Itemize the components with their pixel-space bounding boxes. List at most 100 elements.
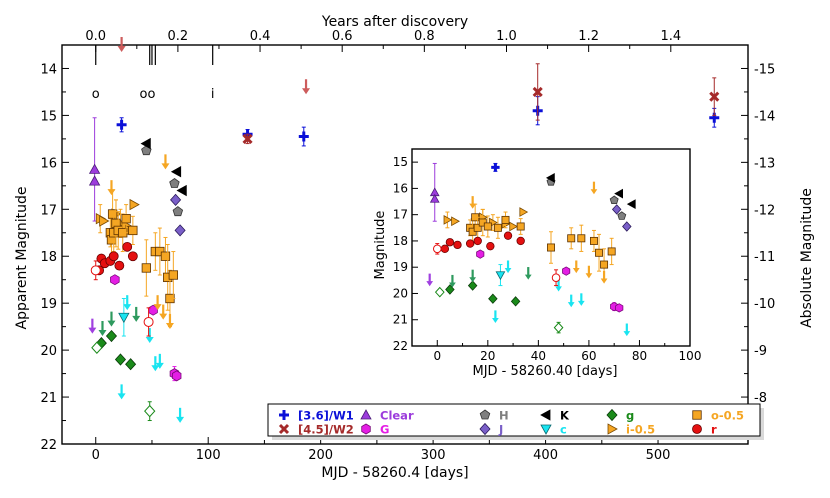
inset-data-points — [426, 162, 636, 337]
x-tick-label: 200 — [308, 448, 333, 463]
tri-left-marker — [170, 166, 182, 178]
circle-marker — [114, 260, 125, 271]
circle-marker — [692, 424, 702, 434]
arrow-marker-head — [153, 304, 162, 311]
series-r — [440, 231, 525, 253]
inset-plot: 0 20 40 60 80 100 15 16 17 18 19 20 21 22 MJD - 58260… — [373, 148, 702, 379]
series-clear-upper-limit — [426, 273, 434, 287]
triangle-marker — [88, 175, 101, 186]
circle-marker — [465, 239, 475, 248]
top-tick-label: 0.2 — [168, 29, 189, 44]
y-tick-label: 19 — [40, 297, 57, 312]
series-g — [445, 280, 521, 307]
top-tick-label: 0.4 — [250, 29, 271, 44]
diamond-marker — [510, 296, 521, 307]
arrow-marker-head — [159, 313, 168, 320]
diamond-open-marker — [434, 286, 445, 298]
plus-marker — [279, 410, 289, 420]
legend-label-4-5-w2: [4.5]/W2 — [298, 423, 354, 437]
right-tick-label: -8 — [754, 391, 767, 406]
arrow-marker-head — [107, 320, 116, 327]
circle-open-marker — [143, 316, 154, 327]
arrow-marker-head — [123, 304, 132, 311]
legend-label-r: r — [711, 423, 717, 437]
square-marker — [501, 215, 510, 224]
arrow-marker-head — [577, 300, 585, 306]
diamond-marker — [105, 329, 118, 343]
arrow-marker-head — [567, 302, 575, 308]
x-tick-label: 500 — [646, 448, 671, 463]
main-plot-frame — [61, 44, 749, 445]
arrow-marker-head — [600, 278, 608, 284]
square-marker — [607, 247, 616, 256]
pentagon-marker — [609, 195, 619, 205]
arrow-marker-head — [572, 268, 580, 274]
arrow-marker-head — [151, 365, 160, 372]
tri-left-marker — [614, 188, 623, 199]
square-marker — [589, 236, 598, 245]
series-o-0-5-upper-limit — [469, 181, 608, 284]
diamond-open-marker — [91, 341, 103, 355]
legend-label-g: g — [626, 409, 634, 423]
plus-marker — [116, 119, 127, 130]
diamond-marker — [622, 221, 632, 232]
square-marker — [168, 270, 178, 280]
x-tick-label: 300 — [421, 448, 446, 463]
square-marker — [493, 223, 502, 232]
square-marker — [516, 222, 525, 231]
pentagon-marker — [479, 409, 491, 420]
legend-label-k: K — [560, 409, 570, 423]
right-tick-label: -15 — [754, 62, 775, 77]
tri-right-marker — [607, 423, 618, 435]
arrow-marker-head — [492, 317, 499, 323]
plus-marker — [298, 131, 309, 142]
right-tick-label: -11 — [754, 250, 775, 265]
diamond-marker — [606, 408, 618, 422]
tri-right-marker — [129, 198, 140, 211]
top-tick-label: 0.6 — [332, 29, 353, 44]
series-clear — [88, 117, 101, 222]
top-tick-label: 1.4 — [660, 29, 681, 44]
series-clear — [429, 162, 440, 222]
legend-label-o-0-5: o-0.5 — [711, 409, 744, 423]
legend-label-clear: Clear — [380, 409, 414, 423]
tri-down-marker — [540, 424, 552, 435]
series-r — [94, 241, 138, 276]
series-g-upper-limit — [98, 306, 141, 336]
top-tick-label: 0.0 — [85, 29, 106, 44]
arrow-marker-head — [117, 46, 126, 52]
arrow-marker-head — [165, 322, 174, 329]
arrow-marker-head — [469, 277, 477, 283]
inset-x-tick-label: 60 — [581, 349, 596, 363]
pentagon-marker — [617, 211, 627, 220]
square-marker — [128, 225, 138, 236]
series-3-6-w1 — [491, 162, 500, 172]
y-tick-label: 14 — [40, 62, 57, 77]
series-o-0-5 — [466, 203, 616, 281]
circle-open-marker — [432, 244, 442, 254]
inset-y-tick-label: 20 — [393, 286, 408, 300]
series-i-0-5 — [443, 207, 529, 232]
y-axis-label: Apparent Magnitude — [14, 187, 30, 330]
epoch-label: i — [211, 87, 215, 102]
arrow-marker-head — [302, 88, 311, 95]
circle-marker — [453, 240, 462, 250]
arrow-marker-head — [117, 393, 126, 400]
x-marker — [278, 423, 290, 435]
series-k — [140, 137, 187, 197]
inset-axis-ticks: 0 20 40 60 80 100 15 16 17 18 19 20 21 22 — [393, 155, 702, 363]
inset-y-tick-label: 17 — [393, 208, 408, 222]
right-tick-label: -9 — [754, 344, 767, 359]
triangle-marker — [360, 409, 372, 420]
series-4-5-w2-upper-limit — [117, 37, 311, 95]
right-tick-label: -12 — [754, 203, 775, 218]
inset-y-tick-label: 16 — [393, 181, 408, 195]
x-tick-label: 400 — [533, 448, 558, 463]
series-4-5-w2 — [242, 63, 720, 145]
circle-marker — [473, 236, 482, 246]
series-o-0-5-upper-limit — [107, 154, 174, 329]
series-g — [476, 249, 624, 313]
pentagon-marker — [172, 206, 184, 217]
diamond-marker — [445, 284, 455, 295]
